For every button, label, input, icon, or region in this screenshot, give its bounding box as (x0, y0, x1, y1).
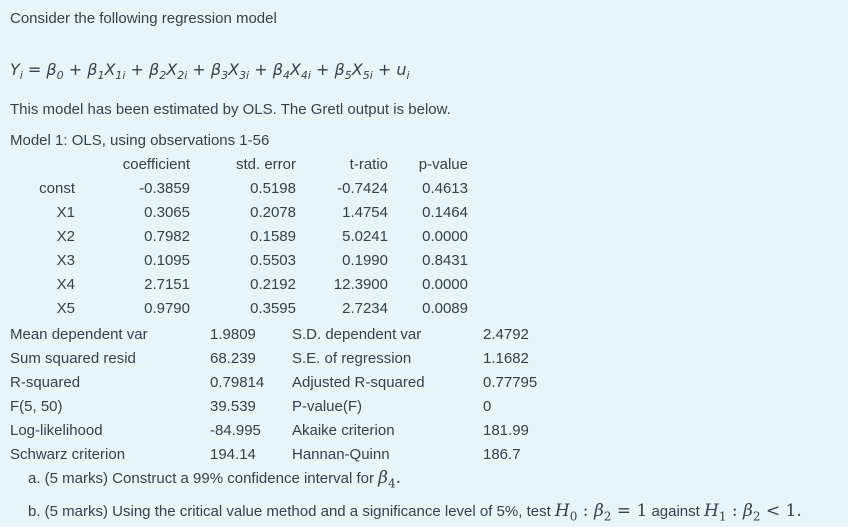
col-header-p-value: p-value (418, 156, 468, 174)
table-row-x2: X2 0.7982 0.1589 5.0241 0.0000 (10, 225, 468, 249)
model-statistics: Mean dependent var 1.9809 S.D. dependent… (10, 323, 848, 467)
stat-value: 39.539 (210, 398, 256, 416)
ols-estimation-note: This model has been estimated by OLS. Th… (10, 101, 451, 119)
t-ratio-value: 1.4754 (342, 204, 388, 222)
col-header-std-error: std. error (235, 156, 296, 174)
p-value: 0.8431 (422, 252, 468, 270)
row-label: X1 (56, 204, 75, 222)
row-label: const (39, 180, 75, 198)
stat-label: F(5, 50) (10, 398, 63, 416)
question-a: a. (5 marks) Construct a 99% confidence … (28, 468, 402, 491)
coefficient-value: 2.7151 (144, 276, 190, 294)
std-error-value: 0.2078 (250, 204, 296, 222)
std-error-value: 0.1589 (250, 228, 296, 246)
stat-label: Adjusted R-squared (292, 374, 425, 392)
stat-value: 68.239 (210, 350, 256, 368)
stat-value: 2.4792 (483, 326, 529, 344)
col-header-t-ratio: t-ratio (349, 156, 388, 174)
coefficient-value: 0.1095 (144, 252, 190, 270)
stat-label: Log-likelihood (10, 422, 103, 440)
model-title: Model 1: OLS, using observations 1-56 (10, 132, 270, 150)
stat-label: Sum squared resid (10, 350, 136, 368)
stat-label: Schwarz criterion (10, 446, 126, 464)
table-row-const: const -0.3859 0.5198 -0.7424 0.4613 (10, 177, 468, 201)
coefficient-value: 0.9790 (144, 300, 190, 318)
p-value: 0.4613 (422, 180, 468, 198)
regression-equation: Yi = β0 + β1X1i + β2X2i + β3X3i + β4X4i … (10, 60, 410, 83)
t-ratio-value: 12.3900 (333, 276, 388, 294)
stat-label: S.E. of regression (292, 350, 412, 368)
t-ratio-value: 0.1990 (342, 252, 388, 270)
table-row-x4: X4 2.7151 0.2192 12.3900 0.0000 (10, 273, 468, 297)
empty-header-cell (10, 153, 75, 177)
stat-label: Akaike criterion (292, 422, 395, 440)
std-error-value: 0.2192 (250, 276, 296, 294)
row-label: X5 (56, 300, 75, 318)
stat-value: 0 (483, 398, 492, 416)
t-ratio-value: 5.0241 (342, 228, 388, 246)
stat-value: 1.9809 (210, 326, 256, 344)
stat-label: P-value(F) (292, 398, 363, 416)
coefficient-value: -0.3859 (139, 180, 190, 198)
coefficient-table-header-row: coefficient std. error t-ratio p-value (10, 153, 468, 177)
table-row-x3: X3 0.1095 0.5503 0.1990 0.8431 (10, 249, 468, 273)
coefficient-value: 0.3065 (144, 204, 190, 222)
t-ratio-value: 2.7234 (342, 300, 388, 318)
stat-value: 0.79814 (210, 374, 265, 392)
table-row-x5: X5 0.9790 0.3595 2.7234 0.0089 (10, 297, 468, 321)
col-header-coefficient: coefficient (122, 156, 190, 174)
coefficient-table: coefficient std. error t-ratio p-value c… (10, 153, 468, 321)
stat-value: 186.7 (483, 446, 521, 464)
row-label: X2 (56, 228, 75, 246)
std-error-value: 0.3595 (250, 300, 296, 318)
t-ratio-value: -0.7424 (337, 180, 388, 198)
std-error-value: 0.5503 (250, 252, 296, 270)
p-value: 0.0000 (422, 228, 468, 246)
coefficient-value: 0.7982 (144, 228, 190, 246)
stat-value: 1.1682 (483, 350, 529, 368)
stat-label: Mean dependent var (10, 326, 148, 344)
std-error-value: 0.5198 (250, 180, 296, 198)
intro-text: Consider the following regression model (10, 10, 277, 27)
table-row-x1: X1 0.3065 0.2078 1.4754 0.1464 (10, 201, 468, 225)
stat-value: -84.995 (210, 422, 261, 440)
question-b: b. (5 marks) Using the critical value me… (28, 500, 802, 523)
stat-value: 181.99 (483, 422, 529, 440)
row-label: X3 (56, 252, 75, 270)
stat-label: S.D. dependent var (292, 326, 422, 344)
stat-label: Hannan-Quinn (292, 446, 390, 464)
stat-value: 194.14 (210, 446, 256, 464)
p-value: 0.0000 (422, 276, 468, 294)
p-value: 0.1464 (422, 204, 468, 222)
row-label: X4 (56, 276, 75, 294)
stat-label: R-squared (10, 374, 81, 392)
stat-value: 0.77795 (483, 374, 538, 392)
p-value: 0.0089 (422, 300, 468, 318)
